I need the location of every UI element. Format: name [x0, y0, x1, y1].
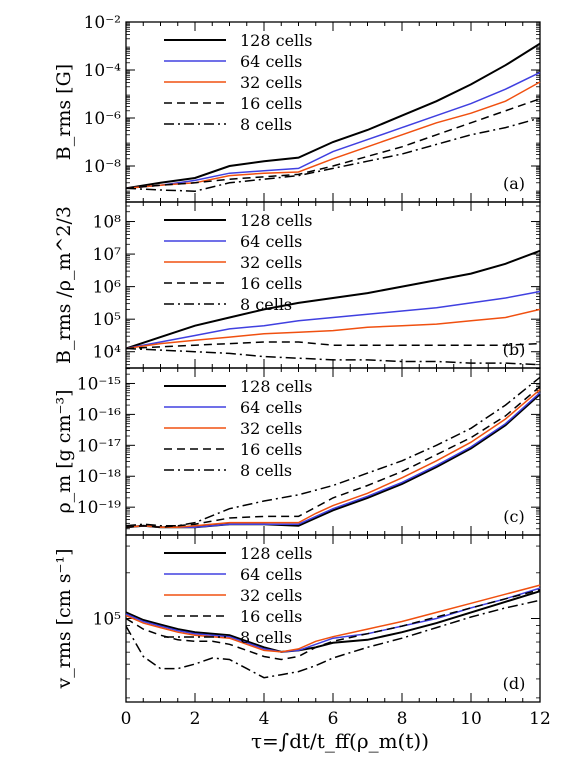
y-tick-label: 10⁻⁶ [84, 109, 122, 129]
y-tick-label: 10⁻¹⁹ [77, 498, 121, 518]
series-line-128-cells [125, 590, 541, 653]
series-line-16-cells [125, 341, 541, 350]
series-line-32-cells [125, 81, 541, 190]
legend-label: 16 cells [240, 607, 302, 626]
panel-frame [125, 534, 541, 703]
legend-label: 8 cells [240, 295, 292, 314]
series-line-128-cells [125, 249, 541, 350]
x-tick-label: 10 [460, 709, 482, 729]
series-line-8-cells [125, 599, 541, 679]
x-axis: τ=∫dt/t_ff(ρ_m(t)) [251, 729, 429, 753]
series-line-128-cells [125, 42, 541, 190]
x-tick-label: 2 [190, 709, 201, 729]
series-line-32-cells [125, 389, 541, 529]
y-tick-label: 10⁻⁴ [84, 61, 122, 81]
series-line-16-cells [125, 588, 541, 661]
series-line-32-cells [125, 308, 541, 350]
series-line-8-cells [125, 376, 541, 527]
legend-label: 128 cells [240, 544, 313, 563]
y-tick-label: 10⁻² [84, 13, 121, 33]
y-tick-label: 10⁻¹⁸ [77, 467, 121, 487]
x-tick-label: 8 [397, 709, 408, 729]
series-line-64-cells [125, 290, 541, 350]
panel-label: (c) [503, 507, 524, 526]
legend-label: 16 cells [240, 440, 302, 459]
y-axis-label: ρ_m [g cm⁻³] [53, 389, 75, 513]
panel-frame [125, 21, 541, 203]
legend-label: 16 cells [240, 94, 302, 113]
y-tick-label: 10⁻¹⁶ [77, 405, 121, 425]
y-axis-label: B_rms [G] [53, 64, 75, 160]
y-tick-label: 10⁷ [93, 245, 122, 265]
legend-label: 32 cells [240, 253, 302, 272]
x-tick-label: 6 [328, 709, 339, 729]
y-tick-label: 10⁵ [93, 610, 122, 630]
legend-label: 64 cells [240, 232, 302, 251]
x-tick-label: 0 [121, 709, 132, 729]
legend-label: 64 cells [240, 565, 302, 584]
series-line-64-cells [125, 71, 541, 190]
y-tick-label: 10⁻¹⁵ [77, 374, 121, 394]
panel-label: (a) [503, 174, 525, 193]
series-line-16-cells [125, 98, 541, 190]
legend-label: 128 cells [240, 211, 313, 230]
legend-label: 32 cells [240, 73, 302, 92]
legend-label: 16 cells [240, 274, 302, 293]
legend-label: 128 cells [240, 31, 313, 50]
y-tick-label: 10⁴ [93, 343, 122, 363]
y-axis-label: v_rms [cm s⁻¹] [53, 548, 75, 689]
panel-c: 10⁻¹⁹ 10⁻¹⁸ 10⁻¹⁷ 10⁻¹⁶ 10⁻¹⁵ρ_m [g cm⁻³] 128… [53, 367, 541, 536]
panel-label: (b) [503, 340, 526, 359]
legend-label: 8 cells [240, 628, 292, 647]
legend-label: 32 cells [240, 586, 302, 605]
y-tick-label: 10⁵ [93, 310, 122, 330]
panel-a: 10⁻⁸ 10⁻⁶ 10⁻⁴ 10⁻² B_rms [G] 128 cells 64 cel… [53, 13, 541, 203]
series-line-64-cells [125, 392, 541, 529]
legend-label: 32 cells [240, 419, 302, 438]
panel-label: (d) [503, 674, 526, 693]
legend-label: 64 cells [240, 398, 302, 417]
y-tick-label: 10⁻⁸ [84, 157, 122, 177]
series-line-32-cells [125, 584, 541, 653]
series-line-16-cells [125, 386, 541, 529]
y-tick-label: 10⁶ [93, 278, 122, 298]
legend-label: 64 cells [240, 52, 302, 71]
panel-b: 10⁴ 10⁵ 10⁶ 10⁷ 10⁸ B_rms /ρ_m^2/3 128 cells 64… [53, 201, 541, 369]
x-axis-label: τ=∫dt/t_ff(ρ_m(t)) [251, 729, 429, 753]
y-axis-label: B_rms /ρ_m^2/3 [53, 206, 75, 364]
series-line-8-cells [125, 117, 541, 192]
x-tick-label: 4 [259, 709, 270, 729]
series-line-8-cells [125, 347, 541, 366]
y-tick-label: 10⁻¹⁷ [77, 436, 121, 456]
legend-label: 8 cells [240, 115, 292, 134]
series-line-128-cells [125, 393, 541, 529]
panel-frame [125, 201, 541, 369]
legend-label: 128 cells [240, 377, 313, 396]
y-tick-label: 10⁸ [93, 213, 122, 233]
legend-label: 8 cells [240, 461, 292, 480]
x-tick-label: 12 [529, 709, 551, 729]
